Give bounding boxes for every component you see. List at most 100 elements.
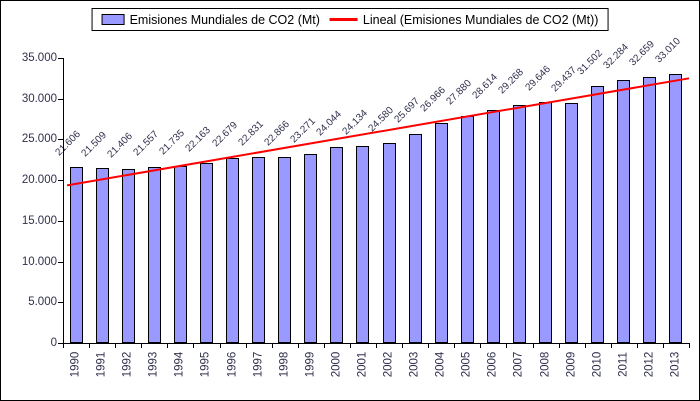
y-axis-tick	[58, 180, 63, 181]
x-axis-tick	[141, 343, 142, 348]
bar-2008	[539, 102, 552, 343]
x-axis-label-2006: 2006	[486, 351, 499, 378]
bar-2009	[565, 103, 578, 343]
y-axis-label: 30.000	[21, 93, 57, 105]
x-axis-tick	[559, 343, 560, 348]
x-axis-label-1999: 1999	[304, 351, 317, 378]
x-axis-tick	[611, 343, 612, 348]
data-label-1995: 22.163	[183, 124, 213, 155]
x-axis-label-2008: 2008	[539, 351, 552, 378]
x-axis-tick	[454, 343, 455, 348]
y-axis-label: 5.000	[28, 296, 57, 308]
bar-2005	[461, 116, 474, 343]
x-axis-label-1994: 1994	[173, 351, 186, 378]
chart-legend: Emisiones Mundiales de CO2 (Mt) Lineal (…	[91, 8, 609, 31]
y-axis-label: 0	[50, 337, 57, 349]
bar-2010	[591, 86, 604, 343]
y-axis-tick	[58, 99, 63, 100]
trendline-color-swatch	[329, 18, 358, 21]
x-axis-label-2010: 2010	[591, 351, 604, 378]
bar-1995	[200, 163, 213, 343]
x-axis-label-1991: 1991	[95, 351, 108, 378]
bar-2004	[435, 123, 448, 343]
x-axis-label-2011: 2011	[617, 352, 630, 377]
x-axis-tick	[167, 343, 168, 348]
y-axis-tick	[58, 58, 63, 59]
x-axis-tick	[428, 343, 429, 348]
series-color-swatch	[101, 14, 125, 25]
y-axis-tick	[58, 221, 63, 222]
bar-1999	[304, 154, 317, 343]
x-axis-tick	[89, 343, 90, 348]
bar-1991	[96, 168, 109, 343]
y-axis-tick	[58, 139, 63, 140]
x-axis-label-2005: 2005	[460, 351, 473, 378]
data-label-1993: 21.557	[131, 128, 161, 159]
x-axis-tick	[193, 343, 194, 348]
x-axis-tick	[246, 343, 247, 348]
bar-2002	[383, 143, 396, 343]
legend-series-label: Emisiones Mundiales de CO2 (Mt)	[129, 12, 320, 27]
x-axis-tick	[663, 343, 664, 348]
legend-trend-label: Lineal (Emisiones Mundiales de CO2 (Mt))	[362, 12, 599, 27]
x-axis-label-1995: 1995	[199, 351, 212, 378]
x-axis-tick	[506, 343, 507, 348]
x-axis-label-2000: 2000	[330, 351, 343, 378]
bar-2011	[617, 80, 630, 343]
y-axis-label: 15.000	[21, 215, 57, 227]
x-axis-tick	[689, 343, 690, 348]
x-axis-tick	[350, 343, 351, 348]
x-axis-label-2003: 2003	[408, 351, 421, 378]
bar-2006	[487, 110, 500, 343]
data-label-2001: 24.134	[340, 107, 370, 138]
x-axis-tick	[298, 343, 299, 348]
bar-2003	[409, 134, 422, 343]
y-axis-tick	[58, 262, 63, 263]
data-label-1990: 21.606	[53, 128, 83, 159]
y-axis-tick	[58, 302, 63, 303]
y-axis-label: 25.000	[21, 133, 57, 145]
x-axis-label-1997: 1997	[252, 351, 265, 378]
data-label-1991: 21.509	[79, 129, 109, 160]
x-axis-tick	[376, 343, 377, 348]
bar-1992	[122, 169, 135, 343]
x-axis-label-1990: 1990	[69, 351, 82, 378]
x-axis-label-2009: 2009	[565, 351, 578, 378]
x-axis-label-1993: 1993	[147, 351, 160, 378]
data-label-1997: 22.831	[236, 118, 266, 149]
y-axis-tick	[58, 343, 63, 344]
y-axis-label: 35.000	[21, 52, 57, 64]
data-label-2013: 33.010	[653, 35, 683, 66]
x-axis-tick	[480, 343, 481, 348]
bar-2012	[643, 77, 656, 343]
data-label-1994: 21.735	[157, 127, 187, 158]
y-axis-label: 20.000	[21, 174, 57, 186]
data-label-2008: 29.646	[523, 63, 553, 94]
x-axis-label-1996: 1996	[226, 351, 239, 378]
x-axis-label-2004: 2004	[434, 351, 447, 378]
x-axis-tick	[324, 343, 325, 348]
x-axis-label-2007: 2007	[512, 351, 525, 378]
bar-1993	[148, 167, 161, 343]
data-label-1998: 22.866	[262, 118, 292, 149]
x-axis-label-2012: 2012	[643, 351, 656, 378]
bar-2013	[669, 74, 682, 343]
x-axis-label-1998: 1998	[278, 351, 291, 378]
bar-1997	[252, 157, 265, 343]
x-axis-label-2013: 2013	[669, 351, 682, 378]
x-axis-line	[63, 343, 690, 344]
data-label-1992: 21.406	[105, 130, 135, 161]
data-label-2012: 32.659	[627, 38, 657, 69]
bar-1998	[278, 157, 291, 343]
bar-2000	[330, 147, 343, 343]
data-label-2011: 32.284	[601, 41, 631, 72]
x-axis-tick	[402, 343, 403, 348]
x-axis-tick	[115, 343, 116, 348]
bar-1996	[226, 158, 239, 343]
x-axis-label-1992: 1992	[121, 351, 134, 378]
data-label-1996: 22.679	[210, 119, 240, 150]
bar-2001	[356, 146, 369, 343]
data-label-2007: 29.268	[496, 66, 526, 97]
x-axis-tick	[220, 343, 221, 348]
bar-1990	[70, 167, 83, 343]
